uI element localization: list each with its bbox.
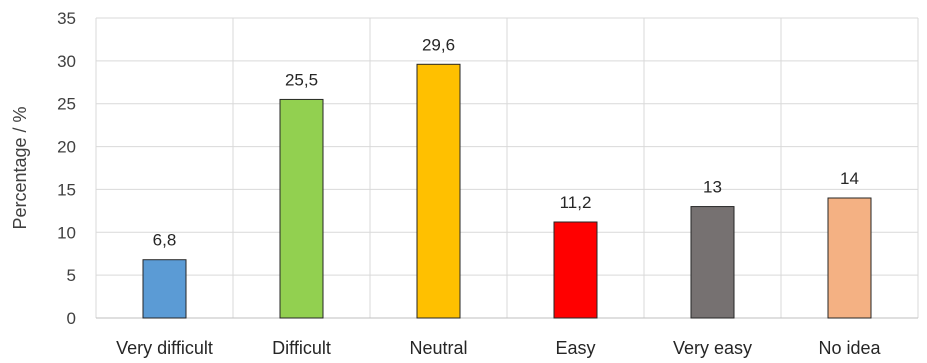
y-tick-label: 30	[57, 52, 76, 71]
bar-difficult	[279, 98, 324, 319]
x-tick-label: Very difficult	[116, 338, 213, 358]
x-tick-label: Difficult	[272, 338, 331, 358]
x-tick-label: Neutral	[409, 338, 467, 358]
bar-easy	[553, 221, 598, 319]
y-tick-label: 10	[57, 223, 76, 242]
y-tick-label: 20	[57, 138, 76, 157]
y-tick-label: 25	[57, 95, 76, 114]
bar-no-idea	[827, 197, 872, 319]
y-tick-label: 35	[57, 9, 76, 28]
bar-very-difficult	[142, 259, 187, 319]
y-tick-label: 5	[67, 266, 76, 285]
x-tick-label: Very easy	[673, 338, 752, 358]
data-label: 25,5	[285, 70, 318, 89]
data-label: 14	[840, 169, 859, 188]
x-tick-label: Easy	[555, 338, 595, 358]
labels: 0 5 10 15 20 25 30 35 6,8 Very difficult 25,5 Diffi…	[57, 9, 881, 358]
bar-neutral	[416, 63, 461, 319]
data-label: 29,6	[422, 35, 455, 54]
bars	[142, 63, 872, 319]
data-label: 11,2	[560, 193, 592, 212]
y-tick-label: 0	[67, 309, 76, 328]
bar-very-easy	[690, 206, 735, 319]
data-label: 6,8	[153, 231, 177, 250]
x-tick-label: No idea	[818, 338, 881, 358]
y-axis-title: Percentage / %	[10, 106, 30, 229]
gridlines	[95, 17, 919, 318]
y-tick-label: 15	[57, 180, 76, 199]
data-label: 13	[703, 178, 722, 197]
